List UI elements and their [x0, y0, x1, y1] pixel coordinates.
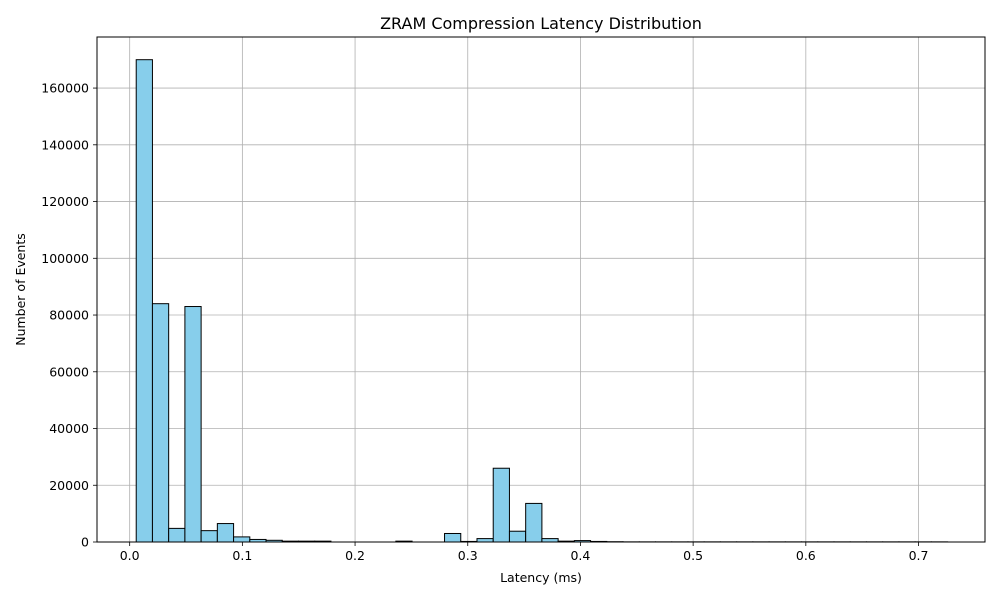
histogram-bar — [216, 523, 235, 543]
histogram-bar — [541, 538, 559, 543]
histogram-bar — [168, 527, 186, 543]
histogram-bar — [151, 303, 170, 543]
y-tick-label: 140000 — [41, 137, 89, 152]
x-axis-label: Latency (ms) — [500, 570, 582, 585]
y-tick-label: 160000 — [41, 81, 89, 96]
histogram-bar — [525, 502, 543, 543]
x-tick-label: 0.4 — [570, 548, 590, 563]
y-tick-label: 80000 — [49, 308, 89, 323]
histogram-bar — [184, 306, 202, 543]
y-tick-label: 120000 — [41, 194, 89, 209]
x-tick-label: 0.7 — [909, 548, 929, 563]
y-axis-label: Number of Events — [13, 233, 28, 346]
histogram-bar — [200, 530, 218, 543]
histogram-bar — [444, 532, 462, 543]
y-tick-label: 40000 — [49, 421, 89, 436]
chart-title: ZRAM Compression Latency Distribution — [380, 14, 702, 33]
histogram-bar — [508, 530, 527, 543]
x-tick-label: 0.5 — [683, 548, 703, 563]
x-tick-label: 0.6 — [796, 548, 816, 563]
y-tick-label: 20000 — [49, 478, 89, 493]
histogram-bar — [233, 536, 251, 543]
y-tick-label: 60000 — [49, 364, 89, 379]
x-tick-label: 0.3 — [458, 548, 478, 563]
ticks-layer: 0.0 0.1 0.2 0.3 0.4 0.5 0.6 0.7 0 20000 40000 60000… — [41, 81, 928, 563]
x-tick-label: 0.2 — [345, 548, 365, 563]
y-tick-label: 0 — [81, 535, 89, 550]
histogram-bar — [135, 59, 153, 543]
x-tick-label: 0.0 — [120, 548, 140, 563]
plot-frame — [96, 36, 986, 543]
histogram-bar — [492, 467, 510, 543]
y-tick-label: 100000 — [41, 251, 89, 266]
x-tick-label: 0.1 — [232, 548, 252, 563]
histogram-bar — [476, 538, 494, 543]
